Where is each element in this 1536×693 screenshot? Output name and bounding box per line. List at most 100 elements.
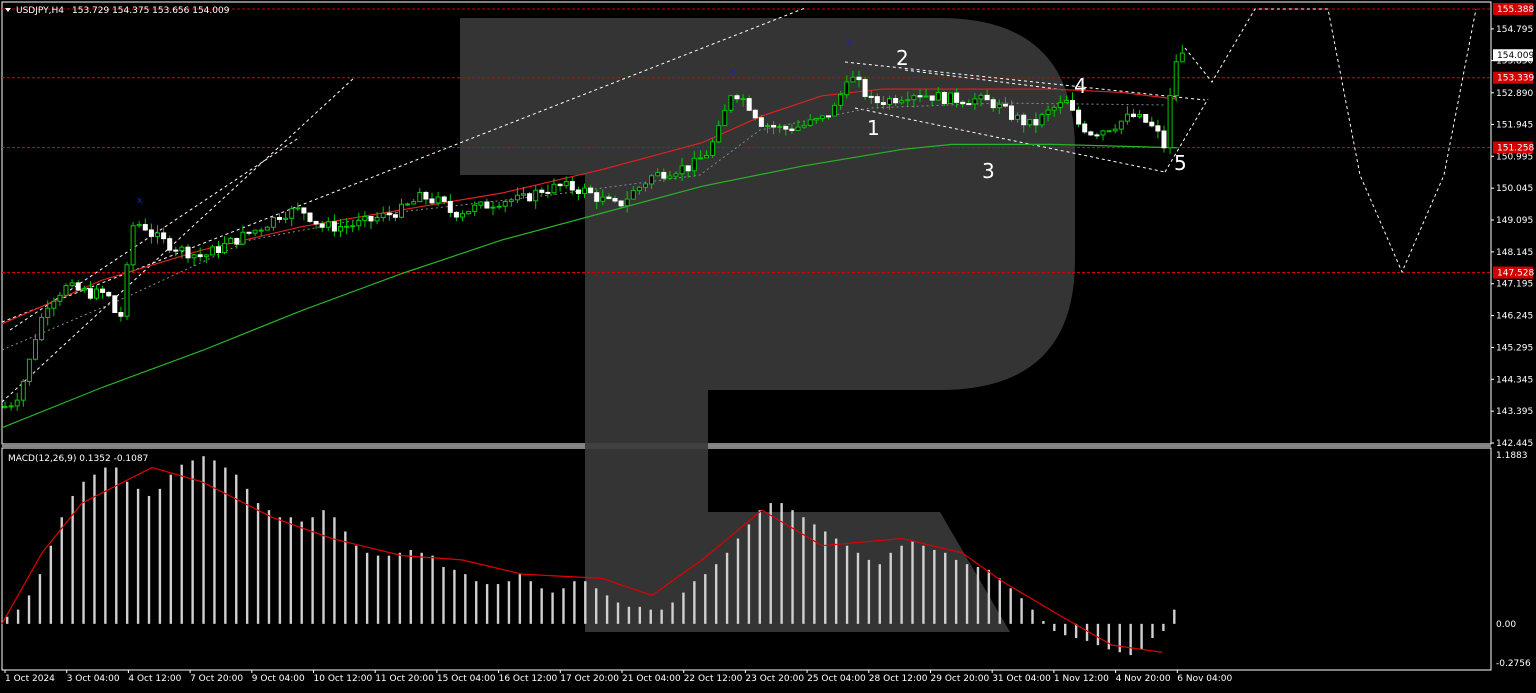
candle — [386, 212, 392, 216]
candle — [594, 192, 600, 202]
candle — [1033, 119, 1039, 126]
candle — [563, 181, 569, 187]
ohlc-header: 153.729 154.375 153.656 154.009 — [72, 6, 230, 16]
macd-histogram-bar — [1107, 623, 1111, 650]
macd-histogram-bar — [1085, 623, 1089, 641]
candle — [502, 201, 508, 207]
candle — [1179, 52, 1185, 63]
macd-histogram-bar — [169, 474, 173, 624]
macd-histogram-bar — [834, 538, 838, 624]
macd-histogram-bar — [725, 552, 729, 624]
macd-signal-line — [1, 466, 1163, 653]
macd-histogram-bar — [1173, 609, 1176, 624]
macd-histogram-bar — [769, 503, 772, 624]
wave-trend-line — [904, 69, 1066, 91]
candle — [777, 126, 783, 129]
candle — [33, 339, 38, 360]
macd-histogram-bar — [976, 567, 980, 624]
macd-histogram-bar — [71, 495, 74, 624]
macd-histogram-bar — [551, 592, 554, 624]
macd-histogram-bar — [365, 552, 369, 624]
candle — [1106, 130, 1112, 133]
candle — [148, 229, 154, 237]
macd-histogram-bar — [158, 488, 162, 624]
candle — [643, 183, 648, 188]
macd-histogram-bar — [6, 616, 9, 624]
candle — [838, 94, 844, 106]
macd-histogram-bar — [518, 574, 522, 624]
candle — [630, 190, 636, 200]
candle — [460, 213, 465, 218]
candle — [679, 165, 685, 175]
price-tick-label: 148.145 — [1496, 248, 1533, 258]
candle — [960, 101, 966, 105]
macd-histogram-bar — [475, 581, 478, 624]
candle — [447, 200, 453, 213]
macd-histogram-bar — [987, 569, 991, 624]
candle — [990, 99, 996, 109]
candle — [374, 216, 380, 222]
candle — [1057, 102, 1063, 108]
candle — [313, 220, 319, 225]
level-price-tag-text: 151.258 — [1497, 143, 1534, 153]
candle — [81, 288, 87, 291]
candle — [252, 229, 258, 234]
time-tick-label: 25 Oct 04:00 — [807, 674, 866, 684]
time-tick-label: 29 Oct 20:00 — [931, 674, 990, 684]
price-tick-label: 144.345 — [1496, 375, 1533, 385]
candle — [582, 187, 587, 194]
candle — [655, 171, 661, 177]
watermark-logo — [460, 18, 1075, 632]
candle — [1039, 114, 1045, 126]
candle — [636, 186, 642, 192]
candle — [1027, 119, 1033, 126]
candle — [472, 204, 478, 212]
candle — [905, 99, 911, 102]
candle — [807, 119, 813, 126]
candle — [1015, 114, 1021, 120]
macd-histogram-bar — [387, 555, 391, 624]
candle — [813, 117, 819, 121]
macd-histogram-bar — [115, 467, 118, 624]
candle — [283, 217, 289, 220]
macd-header: MACD(12,26,9) 0.1352 -0.1087 — [8, 454, 148, 464]
time-tick-label: 4 Nov 20:00 — [1116, 674, 1171, 684]
candle — [344, 225, 350, 228]
candle — [1155, 125, 1161, 132]
candle — [819, 115, 825, 119]
macd-histogram-bar — [82, 481, 85, 624]
candle — [173, 249, 179, 252]
candle — [191, 254, 197, 259]
macd-histogram-bar — [104, 467, 107, 624]
moving-average-green — [1, 143, 1178, 429]
level-price-tag-text: 155.388 — [1497, 5, 1534, 15]
candle — [514, 194, 520, 201]
level-price-tag-text: 153.339 — [1497, 74, 1534, 84]
macd-histogram-bar — [355, 545, 358, 624]
candle — [1137, 113, 1143, 118]
candle — [734, 95, 740, 100]
macd-histogram-bar — [867, 559, 871, 624]
macd-histogram-bar — [311, 517, 314, 624]
candle — [106, 291, 112, 297]
macd-histogram-bar — [1009, 588, 1012, 624]
macd-histogram-bar — [224, 467, 227, 624]
candle — [984, 94, 990, 101]
candle — [685, 165, 691, 172]
candle — [850, 76, 856, 83]
candle — [966, 103, 972, 106]
macd-histogram-bar — [933, 549, 936, 624]
dropdown-arrow-icon[interactable] — [5, 8, 11, 12]
macd-histogram-bar — [595, 588, 598, 624]
candle — [222, 242, 228, 253]
macd-histogram-bar — [1031, 609, 1034, 624]
arrow-marker: x — [730, 66, 736, 76]
macd-histogram-bar — [267, 510, 271, 624]
macd-histogram-bar — [322, 510, 325, 624]
candle — [673, 173, 679, 177]
candle — [142, 224, 148, 231]
candle — [423, 191, 429, 200]
macd-histogram-bar — [911, 541, 914, 624]
current-price-tag-text: 154.009 — [1497, 51, 1534, 61]
